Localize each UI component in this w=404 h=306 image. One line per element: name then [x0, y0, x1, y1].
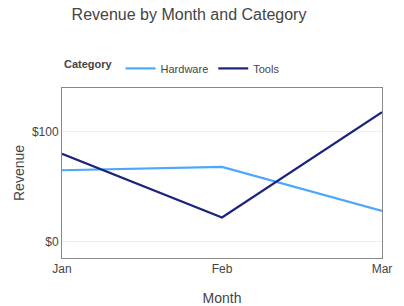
svg-text:Tools: Tools: [253, 63, 279, 75]
svg-text:Feb: Feb: [212, 262, 233, 276]
svg-text:Category: Category: [64, 58, 113, 70]
svg-text:Revenue: Revenue: [11, 145, 27, 201]
svg-text:Revenue by Month and Category: Revenue by Month and Category: [72, 6, 307, 23]
svg-text:Month: Month: [203, 290, 242, 306]
svg-text:Hardware: Hardware: [161, 63, 209, 75]
svg-text:$0: $0: [45, 235, 59, 249]
svg-text:Mar: Mar: [372, 262, 393, 276]
svg-text:$100: $100: [32, 125, 59, 139]
svg-text:Jan: Jan: [52, 262, 71, 276]
